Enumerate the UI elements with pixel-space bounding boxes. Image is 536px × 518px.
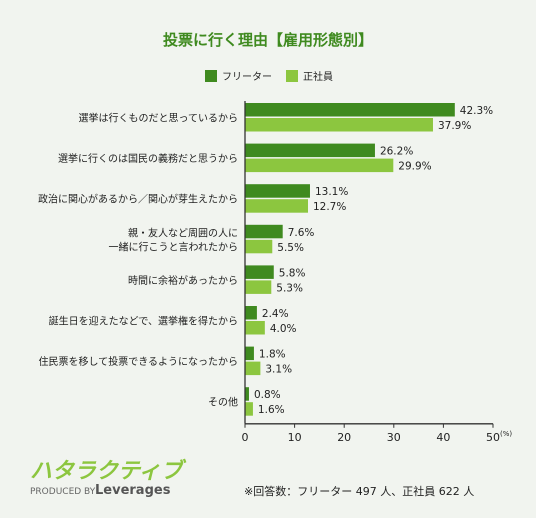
data-label: 5.3% xyxy=(276,282,303,294)
bar-freeter xyxy=(245,265,274,279)
data-label: 5.5% xyxy=(277,242,304,254)
legend-label-freeter: フリーター xyxy=(222,71,272,83)
data-label: 3.1% xyxy=(265,364,292,376)
data-label: 1.6% xyxy=(258,404,285,416)
logo: ハタラクティブ PRODUCED BY Leverages xyxy=(30,458,187,498)
category-label: 選挙は行くものだと思っているから xyxy=(79,112,239,125)
data-label: 26.2% xyxy=(380,146,413,158)
bar-employee xyxy=(245,199,308,213)
category-label: 誕生日を迎えたなどで、選挙権を得たから xyxy=(49,315,238,328)
bar-employee xyxy=(245,239,273,254)
data-label: 13.1% xyxy=(315,186,348,198)
bar-freeter xyxy=(245,224,283,239)
category-label: 一緒に行こうと言われたから xyxy=(109,240,239,253)
x-tick-label: 0 xyxy=(242,431,249,444)
category-label: その他 xyxy=(208,396,238,409)
legend: フリーター 正社員 xyxy=(205,70,333,83)
category-label: 時間に余裕があったから xyxy=(128,274,238,287)
category-label: 政治に関心があるから／関心が芽生えたから xyxy=(38,193,238,206)
bar-employee xyxy=(245,280,272,294)
data-label: 0.8% xyxy=(254,389,281,401)
x-tick-label: 50 xyxy=(486,431,500,444)
x-tick-label: 40 xyxy=(436,431,450,444)
legend-label-employee: 正社員 xyxy=(303,70,333,83)
bar-freeter xyxy=(245,103,455,117)
data-label: 2.4% xyxy=(262,308,289,320)
produced-by-text: PRODUCED BY xyxy=(30,487,96,497)
bar-employee xyxy=(245,118,433,132)
bar-freeter xyxy=(245,184,310,198)
data-label: 29.9% xyxy=(398,161,431,173)
x-tick-label: 30 xyxy=(387,431,401,444)
legend-swatch-freeter xyxy=(205,70,217,82)
legend-swatch-employee xyxy=(286,70,298,82)
x-tick-label: 10 xyxy=(288,431,302,444)
data-label: 4.0% xyxy=(270,323,297,335)
data-label: 1.8% xyxy=(259,349,286,361)
footnote: ※回答数：フリーター 497 人、正社員 622 人 xyxy=(244,484,474,498)
data-label: 37.9% xyxy=(438,120,471,132)
bar-freeter xyxy=(245,346,254,361)
data-label: 12.7% xyxy=(313,201,346,213)
category-label: 住民票を移して投票できるようになったから xyxy=(39,355,239,368)
plot-area: 選挙は行くものだと思っているから 42.3% 37.9% 選挙に行くのは国民の義務だと… xyxy=(38,101,512,444)
bar-employee xyxy=(245,402,253,416)
company-name: Leverages xyxy=(95,483,171,498)
category-label: 選挙に行くのは国民の義務だと思うから xyxy=(58,152,238,165)
bar-freeter xyxy=(245,387,249,401)
data-label: 5.8% xyxy=(279,267,306,279)
bar-employee xyxy=(245,321,265,335)
logo-text: ハタラクティブ xyxy=(30,458,187,484)
bar-freeter xyxy=(245,143,375,158)
bar-freeter xyxy=(245,306,257,320)
category-label: 親・友人など周囲の人に xyxy=(128,226,238,239)
bar-employee xyxy=(245,361,261,376)
chart-title: 投票に行く理由【雇用形態別】 xyxy=(163,31,373,49)
x-axis-unit: (%) xyxy=(500,430,512,438)
data-label: 7.6% xyxy=(288,227,315,239)
x-tick-label: 20 xyxy=(337,431,351,444)
bar-employee xyxy=(245,158,394,173)
data-label: 42.3% xyxy=(460,105,493,117)
